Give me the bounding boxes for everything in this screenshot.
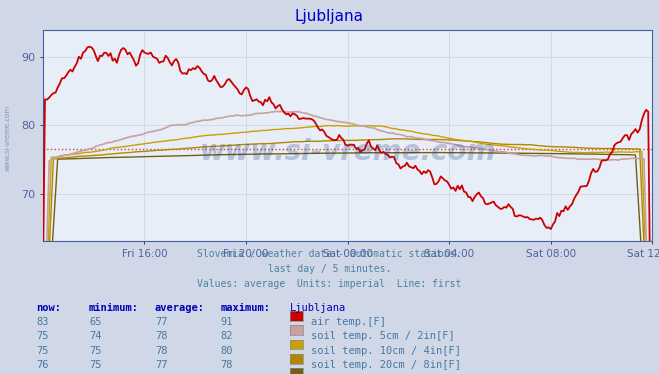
Text: 78: 78: [221, 360, 233, 370]
Text: soil temp. 10cm / 4in[F]: soil temp. 10cm / 4in[F]: [311, 346, 461, 356]
Text: soil temp. 5cm / 2in[F]: soil temp. 5cm / 2in[F]: [311, 331, 455, 341]
Text: 65: 65: [89, 317, 101, 327]
Text: minimum:: minimum:: [89, 303, 139, 313]
Text: Values: average  Units: imperial  Line: first: Values: average Units: imperial Line: fi…: [197, 279, 462, 289]
Text: 77: 77: [155, 317, 167, 327]
Text: 77: 77: [155, 360, 167, 370]
Text: www.si-vreme.com: www.si-vreme.com: [5, 105, 11, 171]
Text: 83: 83: [36, 317, 49, 327]
Text: Slovenia / weather data - automatic stations.: Slovenia / weather data - automatic stat…: [197, 249, 462, 259]
Text: 78: 78: [155, 331, 167, 341]
Text: 78: 78: [155, 346, 167, 356]
Text: 75: 75: [36, 346, 49, 356]
Text: 76: 76: [36, 360, 49, 370]
Text: last day / 5 minutes.: last day / 5 minutes.: [268, 264, 391, 274]
Text: www.si-vreme.com: www.si-vreme.com: [200, 138, 496, 166]
Text: 75: 75: [89, 346, 101, 356]
Text: air temp.[F]: air temp.[F]: [311, 317, 386, 327]
Text: 74: 74: [89, 331, 101, 341]
Text: 75: 75: [36, 331, 49, 341]
Text: 82: 82: [221, 331, 233, 341]
Text: Ljubljana: Ljubljana: [295, 9, 364, 24]
Text: average:: average:: [155, 303, 205, 313]
Text: 91: 91: [221, 317, 233, 327]
Text: 75: 75: [89, 360, 101, 370]
Text: now:: now:: [36, 303, 61, 313]
Text: soil temp. 20cm / 8in[F]: soil temp. 20cm / 8in[F]: [311, 360, 461, 370]
Text: 80: 80: [221, 346, 233, 356]
Text: Ljubljana: Ljubljana: [290, 303, 346, 313]
Text: maximum:: maximum:: [221, 303, 271, 313]
